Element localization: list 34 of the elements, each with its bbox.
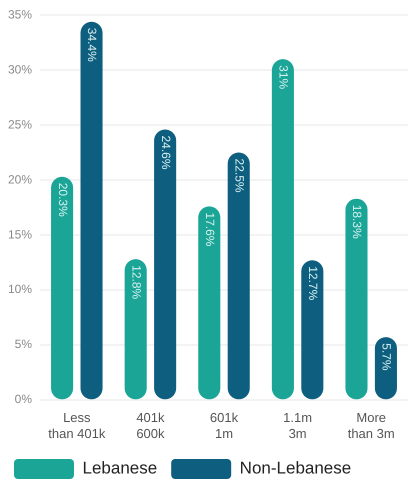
x-tick-label: 1.1m 3m	[283, 410, 312, 441]
legend-label: Lebanese	[82, 458, 158, 478]
data-label: 17.6%	[202, 212, 217, 247]
data-label: 12.8%	[129, 265, 144, 300]
bar	[228, 152, 250, 400]
y-tick-label: 35%	[8, 8, 32, 22]
bar	[124, 259, 147, 400]
data-label: 24.6%	[158, 135, 173, 170]
data-label: 18.3%	[350, 204, 364, 240]
data-label: 34.4%	[85, 28, 100, 62]
bar	[154, 129, 176, 400]
data-label: 5.7%	[380, 343, 394, 371]
data-label: 22.5%	[232, 158, 246, 193]
x-tick-label: 401k 600k	[136, 410, 165, 441]
bar	[80, 22, 103, 400]
bar	[301, 260, 324, 400]
y-tick-label: 5%	[14, 337, 32, 352]
legend-label: Non-Lebanese	[240, 458, 352, 478]
bar	[51, 176, 74, 400]
y-tick-label: 15%	[8, 227, 32, 242]
y-tick-label: 10%	[8, 282, 32, 296]
x-tick-label: Less than 401k	[48, 410, 106, 441]
bar	[272, 59, 294, 400]
y-tick-label: 30%	[8, 62, 32, 76]
y-tick-label: 20%	[8, 172, 32, 186]
x-tick-label: 601k 1m	[210, 410, 239, 441]
y-tick-label: 0%	[14, 392, 32, 406]
bar	[198, 206, 220, 400]
data-label: 31%	[276, 65, 291, 90]
bar	[345, 198, 368, 400]
x-tick-label: More than 3m	[348, 410, 395, 441]
y-tick-label: 25%	[8, 117, 32, 132]
data-label: 12.7%	[306, 266, 320, 301]
data-label: 20.3%	[56, 182, 70, 218]
